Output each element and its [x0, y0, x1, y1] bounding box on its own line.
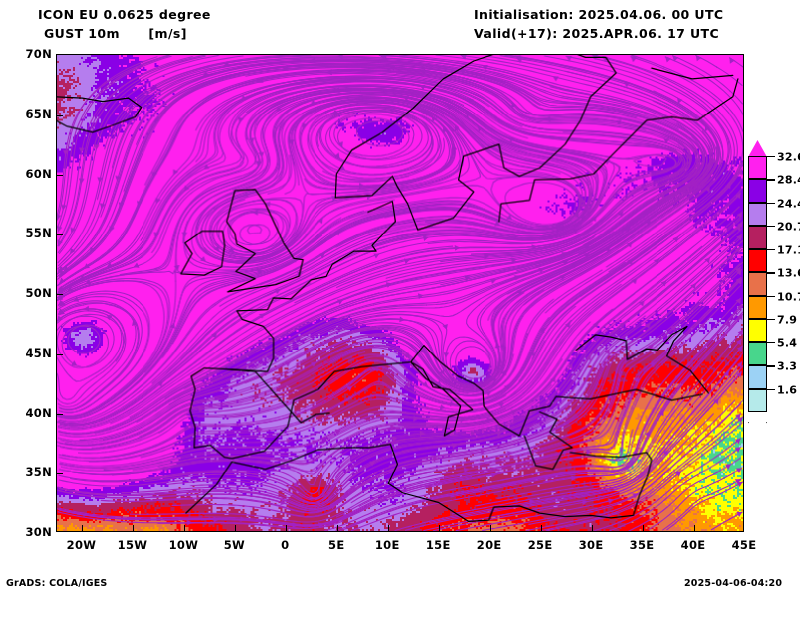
- colorbar-tick: [767, 342, 775, 344]
- colorbar-tick: [767, 365, 775, 367]
- x-axis-label: 25E: [527, 538, 553, 552]
- x-axis-tick: [286, 525, 288, 531]
- y-axis-label: 70N: [25, 47, 52, 61]
- x-axis-label: 40E: [680, 538, 706, 552]
- colorbar-tick: [767, 202, 775, 204]
- x-axis-tick: [592, 525, 594, 531]
- colorbar-tick: [767, 388, 775, 391]
- x-axis-tick: [388, 525, 390, 531]
- colorbar-segments: [748, 156, 767, 412]
- render-stamp: 2025-04-06-04:20: [684, 578, 783, 589]
- y-axis-tick: [57, 353, 63, 355]
- colorbar-edge: [748, 156, 750, 412]
- y-axis-label: 30N: [25, 525, 52, 539]
- x-axis-tick: [184, 525, 186, 531]
- colorbar-segment: [748, 318, 767, 343]
- model-title: ICON EU 0.0625 degree: [38, 7, 211, 22]
- map-plot-area: [56, 54, 744, 532]
- colorbar-over-arrow: [748, 140, 767, 157]
- colorbar-tick: [767, 179, 775, 181]
- colorbar-tick: [767, 318, 775, 321]
- x-axis-tick: [133, 525, 135, 531]
- x-axis-tick: [643, 525, 645, 531]
- x-axis-tick: [694, 525, 696, 531]
- x-axis-tick: [82, 525, 84, 531]
- x-axis-label: 15E: [425, 538, 451, 552]
- x-axis-label: 45E: [731, 538, 757, 552]
- colorbar-segment: [748, 179, 767, 203]
- x-axis-label: 20E: [476, 538, 502, 552]
- colorbar-tick: [767, 295, 775, 297]
- x-axis-label: 0: [281, 538, 290, 552]
- y-axis-label: 60N: [25, 166, 52, 181]
- x-axis-label: 10E: [374, 538, 400, 552]
- colorbar-label: 17.1: [777, 243, 800, 257]
- x-axis-tick: [541, 525, 543, 531]
- y-axis-label: 35N: [25, 465, 52, 480]
- x-axis-label: 10W: [168, 538, 199, 552]
- x-axis-tick: [490, 525, 492, 531]
- colorbar-label: 13.6: [777, 266, 800, 280]
- x-axis-label: 15W: [117, 538, 148, 552]
- y-axis-label: 65N: [25, 106, 52, 121]
- variable-title: GUST 10m [m/s]: [44, 26, 187, 41]
- gust-field-heatmap: [57, 55, 743, 531]
- colorbar-segment: [748, 342, 767, 366]
- x-axis-tick: [235, 525, 237, 531]
- colorbar-segment: [748, 388, 767, 412]
- y-axis-tick: [57, 473, 63, 475]
- x-axis-tick: [439, 525, 441, 531]
- colorbar-segment: [748, 225, 767, 250]
- y-axis-tick: [57, 114, 63, 116]
- colorbar-label: 3.3: [777, 359, 798, 373]
- initialisation-text: Initialisation: 2025.04.06. 00 UTC: [474, 7, 724, 22]
- x-axis-label: 5W: [223, 538, 246, 552]
- y-axis-tick: [57, 234, 63, 236]
- colorbar-segment: [748, 156, 767, 180]
- colorbar: 32.6 28.4 24.4 20.7 17.1 13.6 10.7 7.9 5.4 3.3 1.6: [748, 140, 800, 436]
- colorbar-label: 5.4: [777, 336, 798, 350]
- colorbar-label: 24.4: [777, 197, 800, 211]
- x-axis-label: 35E: [629, 538, 655, 552]
- colorbar-label: 7.9: [777, 313, 798, 327]
- y-axis-tick: [57, 294, 63, 295]
- y-axis-tick: [57, 174, 63, 176]
- x-axis-tick: [337, 525, 339, 531]
- colorbar-segment: [748, 249, 767, 273]
- colorbar-tick: [767, 156, 775, 158]
- colorbar-segment: [748, 272, 767, 296]
- colorbar-segment: [748, 295, 767, 319]
- colorbar-label: 20.7: [777, 220, 800, 234]
- colorbar-tick: [767, 225, 775, 228]
- y-axis-label: 55N: [25, 226, 52, 241]
- y-axis-label: 40N: [25, 405, 52, 420]
- colorbar-label: 1.6: [777, 383, 798, 397]
- y-axis-tick: [57, 413, 63, 415]
- colorbar-segment: [748, 365, 767, 389]
- colorbar-edge: [765, 156, 767, 412]
- grads-credit: GrADS: COLA/IGES: [6, 578, 108, 589]
- colorbar-label: 28.4: [777, 173, 800, 187]
- colorbar-tick: [767, 249, 775, 251]
- colorbar-tick: [767, 272, 775, 274]
- colorbar-under-arrow: [748, 422, 767, 436]
- x-axis-label: 30E: [578, 538, 604, 552]
- colorbar-label: 32.6: [777, 150, 800, 164]
- y-axis-label: 45N: [25, 345, 52, 360]
- y-axis-label: 50N: [25, 286, 52, 300]
- colorbar-label: 10.7: [777, 290, 800, 304]
- colorbar-segment: [748, 202, 767, 226]
- x-axis-label: 20W: [66, 538, 97, 552]
- valid-time-text: Valid(+17): 2025.APR.06. 17 UTC: [474, 26, 720, 41]
- x-axis-label: 5E: [328, 538, 345, 552]
